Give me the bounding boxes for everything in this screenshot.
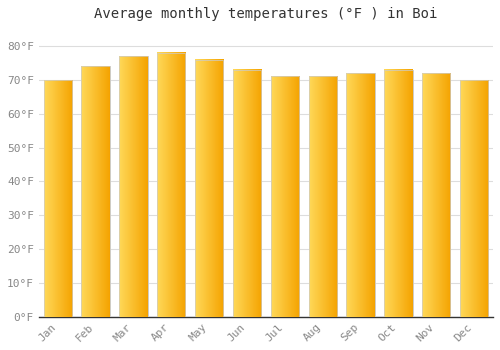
Bar [44,80,72,317]
Title: Average monthly temperatures (°F ) in Boi: Average monthly temperatures (°F ) in Bo… [94,7,438,21]
Bar [233,70,261,317]
Bar [233,70,261,317]
Bar [195,60,224,317]
Bar [308,76,337,317]
Bar [384,70,412,317]
Bar [195,60,224,317]
Bar [346,73,375,317]
Bar [82,66,110,317]
Bar [270,76,299,317]
Bar [82,66,110,317]
Bar [44,80,72,317]
Bar [346,73,375,317]
Bar [119,56,148,317]
Bar [308,76,337,317]
Bar [119,56,148,317]
Bar [422,73,450,317]
Bar [270,76,299,317]
Bar [460,80,488,317]
Bar [384,70,412,317]
Bar [460,80,488,317]
Bar [422,73,450,317]
Bar [157,53,186,317]
Bar [157,53,186,317]
